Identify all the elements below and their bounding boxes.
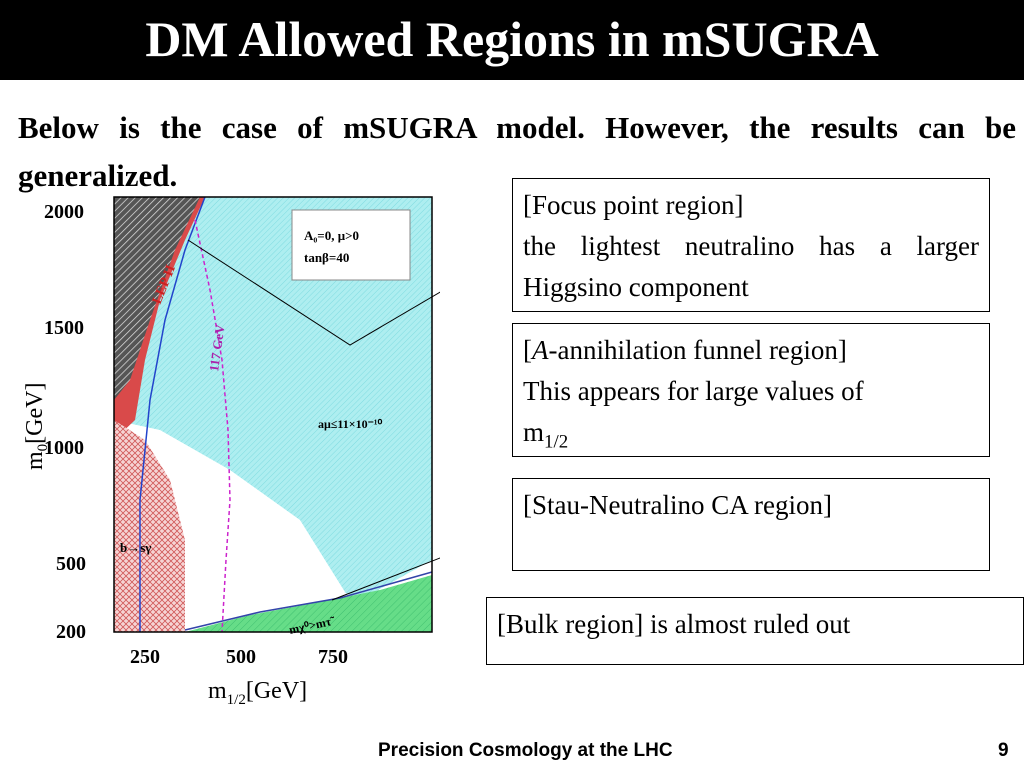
x-tick: 750	[318, 646, 348, 668]
higgs-117-line	[194, 219, 231, 633]
x-tick: 250	[130, 646, 160, 668]
x-tick: 500	[226, 646, 256, 668]
page-number: 9	[998, 740, 1009, 761]
focus-body: the lightest neutralino has a larger Hig…	[523, 231, 979, 302]
title-bar	[0, 0, 1024, 80]
y-axis-label: m0[GeV]	[22, 383, 51, 470]
funnel-body: This appears for large values of	[523, 376, 864, 406]
focus-point-box: [Focus point region] the lightest neutra…	[512, 178, 990, 312]
focus-title: [Focus point region]	[523, 190, 744, 220]
stau-title: [Stau-Neutralino CA region]	[523, 490, 832, 520]
params-box	[291, 209, 411, 281]
y-tick: 1000	[44, 437, 84, 459]
y-tick: 200	[56, 621, 86, 643]
bsg-region	[114, 420, 185, 632]
higgs-label: 117 GeV	[206, 323, 228, 373]
funnel-m: m1/2	[523, 417, 569, 453]
bulk-box: [Bulk region] is almost ruled out	[486, 597, 1024, 665]
footer-text: Precision Cosmology at the LHC	[378, 740, 673, 761]
stau-box: [Stau-Neutralino CA region]	[512, 478, 990, 571]
y-tick: 500	[56, 553, 86, 575]
bulk-text: [Bulk region] is almost ruled out	[497, 609, 851, 639]
slide-title: DM Allowed Regions in mSUGRA	[145, 11, 879, 67]
bsg-label: b→sγ	[120, 540, 151, 555]
y-tick: 2000	[44, 201, 84, 223]
amu-region	[114, 197, 432, 600]
funnel-box: [A-annihilation funnel region] This appe…	[512, 323, 990, 457]
params-line2: tanβ=40	[304, 250, 349, 265]
amu-label: aμ≤11×10⁻¹⁰	[318, 417, 382, 431]
focus-callout-line	[187, 239, 440, 346]
params-line1: A₀=0, μ>0	[304, 228, 359, 243]
stau-region	[185, 575, 432, 632]
stau-callout-line	[331, 557, 440, 601]
funnel-title: [A-annihilation funnel region]	[523, 335, 847, 365]
msugra-plot: A₀=0, μ>0 tanβ=40 LEP II 117 GeV aμ≤11×1…	[22, 196, 440, 708]
x-axis-label: m1/2[GeV]	[208, 678, 307, 708]
gray-excluded-region	[114, 197, 200, 400]
intro-text: Below is the case of mSUGRA model. Howev…	[18, 110, 1016, 193]
y-tick: 1500	[44, 317, 84, 339]
